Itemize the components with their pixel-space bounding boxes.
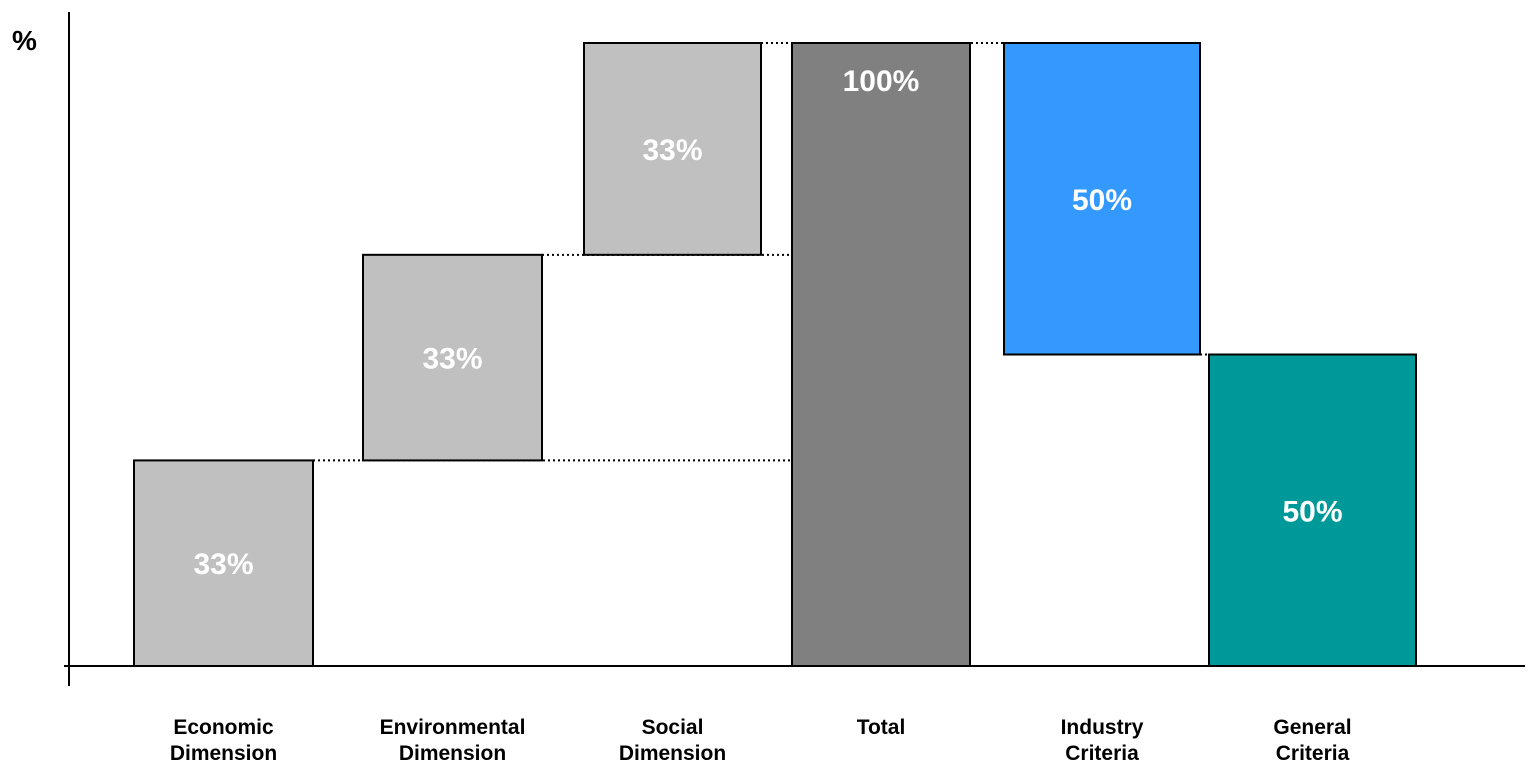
bar-value-labels: 33% 33% 33% 100% 50% 50%: [193, 65, 1342, 581]
bar: [583, 42, 762, 256]
category-label: Total: [857, 716, 906, 739]
bar-value-label: 33%: [422, 343, 482, 376]
bar: [133, 459, 314, 667]
bar-value-label: 100%: [843, 65, 920, 98]
bar: [791, 42, 971, 667]
bar: [1208, 353, 1417, 667]
category-label: General Criteria: [1273, 716, 1351, 765]
category-label: Environmental Dimension: [380, 716, 526, 765]
bar: [362, 253, 543, 462]
bar-value-label: 50%: [1072, 184, 1132, 217]
category-labels: Economic Dimension Environmental Dimension S…: [170, 716, 1352, 765]
category-label: Economic Dimension: [170, 716, 277, 765]
bar: [1003, 42, 1201, 356]
category-label: Industry Criteria: [1061, 716, 1144, 765]
bar-value-label: 33%: [642, 134, 702, 167]
category-label: Social Dimension: [619, 716, 726, 765]
bar-value-label: 33%: [193, 548, 253, 581]
bars: [133, 42, 1417, 667]
bar-value-label: 50%: [1282, 495, 1342, 528]
y-axis-unit-label: %: [12, 25, 37, 56]
